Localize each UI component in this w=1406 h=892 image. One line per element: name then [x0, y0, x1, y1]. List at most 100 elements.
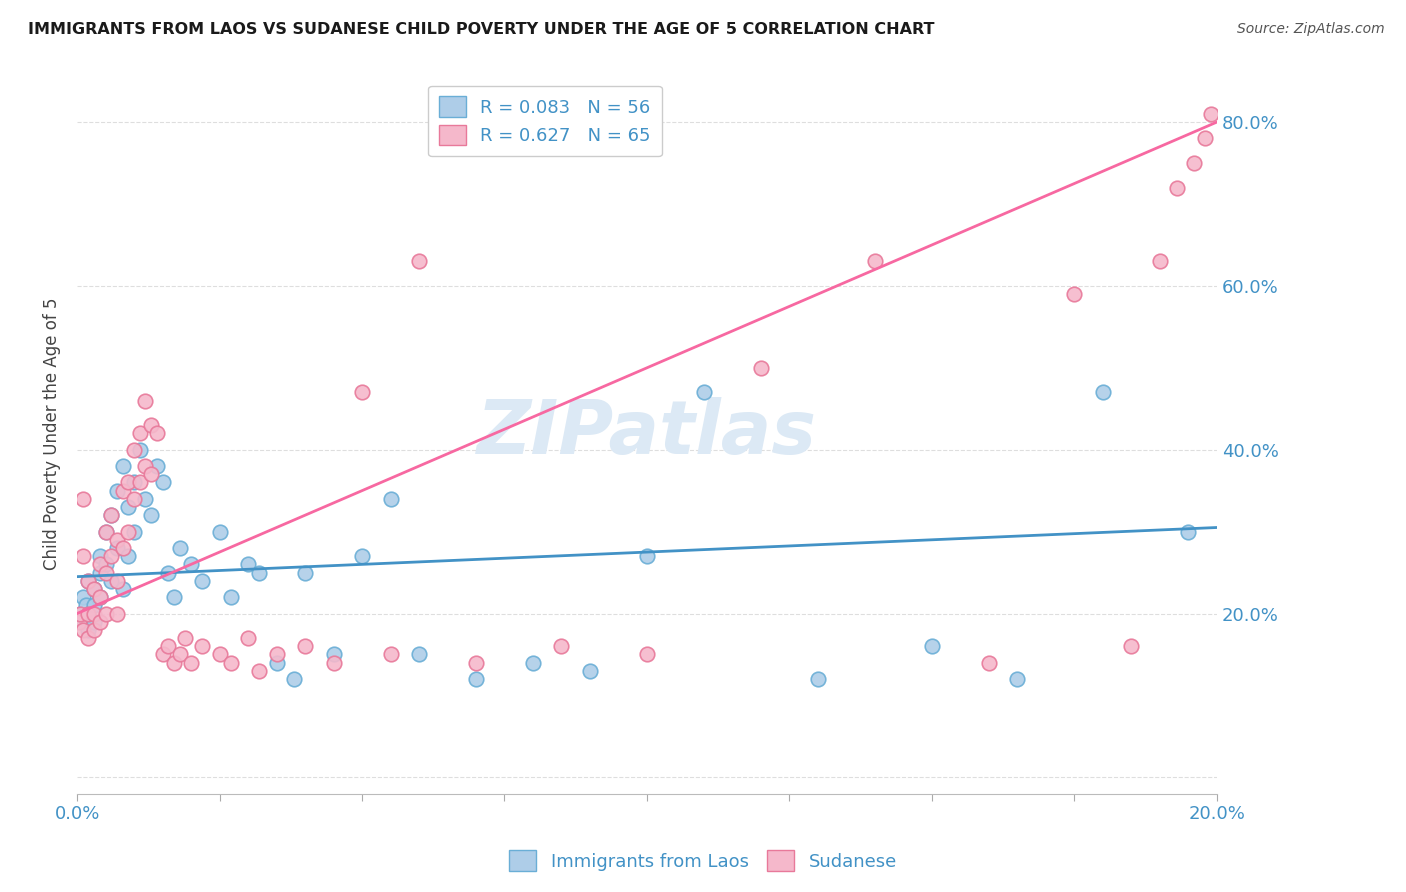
- Point: [163, 590, 186, 604]
- Point: [465, 672, 488, 686]
- Point: [807, 672, 830, 686]
- Point: [69, 607, 91, 621]
- Point: [89, 590, 111, 604]
- Point: [111, 459, 134, 474]
- Point: [94, 607, 117, 621]
- Point: [1182, 156, 1205, 170]
- Point: [146, 426, 169, 441]
- Point: [94, 524, 117, 539]
- Text: IMMIGRANTS FROM LAOS VS SUDANESE CHILD POVERTY UNDER THE AGE OF 5 CORRELATION CH: IMMIGRANTS FROM LAOS VS SUDANESE CHILD P…: [28, 22, 935, 37]
- Point: [89, 590, 111, 604]
- Point: [141, 467, 163, 482]
- Point: [219, 656, 242, 670]
- Point: [105, 541, 128, 555]
- Point: [134, 393, 156, 408]
- Point: [128, 475, 150, 490]
- Point: [191, 640, 214, 654]
- Point: [89, 558, 111, 572]
- Point: [152, 475, 174, 490]
- Legend: R = 0.083   N = 56, R = 0.627   N = 65: R = 0.083 N = 56, R = 0.627 N = 65: [427, 86, 662, 156]
- Point: [1063, 287, 1085, 301]
- Point: [117, 500, 139, 514]
- Point: [100, 508, 122, 523]
- Point: [380, 491, 402, 506]
- Point: [1149, 254, 1171, 268]
- Point: [350, 549, 373, 564]
- Point: [380, 648, 402, 662]
- Point: [465, 656, 488, 670]
- Point: [83, 615, 105, 629]
- Point: [94, 566, 117, 580]
- Point: [72, 623, 94, 637]
- Point: [1177, 524, 1199, 539]
- Point: [83, 623, 105, 637]
- Point: [169, 541, 191, 555]
- Legend: Immigrants from Laos, Sudanese: Immigrants from Laos, Sudanese: [502, 843, 904, 879]
- Point: [174, 631, 197, 645]
- Point: [77, 607, 100, 621]
- Point: [749, 360, 772, 375]
- Point: [180, 558, 202, 572]
- Point: [636, 648, 658, 662]
- Point: [83, 607, 105, 621]
- Point: [111, 541, 134, 555]
- Point: [579, 664, 602, 678]
- Point: [266, 656, 288, 670]
- Point: [408, 254, 430, 268]
- Point: [141, 508, 163, 523]
- Point: [1121, 640, 1143, 654]
- Point: [77, 631, 100, 645]
- Point: [350, 385, 373, 400]
- Point: [72, 491, 94, 506]
- Point: [122, 442, 145, 457]
- Point: [128, 442, 150, 457]
- Point: [266, 648, 288, 662]
- Point: [69, 607, 91, 621]
- Point: [146, 459, 169, 474]
- Point: [117, 475, 139, 490]
- Point: [322, 656, 344, 670]
- Point: [89, 549, 111, 564]
- Point: [1194, 131, 1216, 145]
- Point: [111, 483, 134, 498]
- Point: [89, 566, 111, 580]
- Point: [77, 623, 100, 637]
- Point: [100, 508, 122, 523]
- Point: [83, 582, 105, 596]
- Point: [105, 607, 128, 621]
- Point: [550, 640, 572, 654]
- Point: [294, 640, 316, 654]
- Point: [1091, 385, 1114, 400]
- Point: [77, 574, 100, 588]
- Point: [249, 566, 271, 580]
- Point: [134, 491, 156, 506]
- Point: [236, 558, 259, 572]
- Y-axis label: Child Poverty Under the Age of 5: Child Poverty Under the Age of 5: [44, 297, 60, 570]
- Point: [863, 254, 886, 268]
- Point: [208, 648, 231, 662]
- Point: [105, 533, 128, 547]
- Point: [105, 574, 128, 588]
- Point: [163, 656, 186, 670]
- Point: [72, 590, 94, 604]
- Point: [141, 418, 163, 433]
- Point: [117, 524, 139, 539]
- Point: [100, 574, 122, 588]
- Point: [283, 672, 305, 686]
- Point: [249, 664, 271, 678]
- Point: [191, 574, 214, 588]
- Point: [89, 615, 111, 629]
- Point: [921, 640, 943, 654]
- Point: [100, 549, 122, 564]
- Point: [77, 574, 100, 588]
- Text: ZIPatlas: ZIPatlas: [477, 397, 817, 470]
- Point: [1199, 107, 1222, 121]
- Point: [1007, 672, 1029, 686]
- Point: [83, 599, 105, 613]
- Point: [75, 599, 97, 613]
- Point: [94, 558, 117, 572]
- Point: [117, 549, 139, 564]
- Point: [128, 426, 150, 441]
- Point: [134, 459, 156, 474]
- Point: [180, 656, 202, 670]
